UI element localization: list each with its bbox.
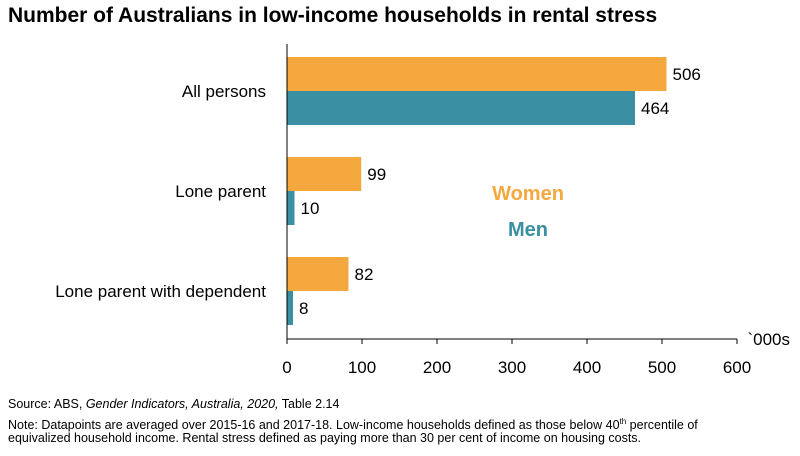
bar-men-1 (287, 191, 295, 225)
category-labels-group: All persons Lone parent Lone parent with d… (55, 82, 266, 301)
x-tick-label-300: 300 (498, 358, 526, 377)
source-suffix: Table 2.14 (278, 397, 340, 411)
category-label-2: Lone parent with dependent (55, 282, 266, 301)
x-tick-label-400: 400 (573, 358, 601, 377)
source-note: Source: ABS, Gender Indicators, Australi… (8, 396, 339, 413)
bar-men-2 (287, 291, 293, 325)
value-label-men-2: 8 (299, 299, 308, 318)
x-tick-label-100: 100 (348, 358, 376, 377)
note-superscript: th (619, 417, 627, 426)
x-tick-label-500: 500 (648, 358, 676, 377)
x-tick-label-600: 600 (723, 358, 751, 377)
source-publication: Gender Indicators, Australia, 2020, (85, 397, 279, 411)
note-line-2: equivalized household income. Rental str… (8, 431, 642, 445)
x-axis-unit-label: `000s (747, 330, 790, 349)
x-tick-label-0: 0 (282, 358, 291, 377)
value-label-women-0: 506 (673, 65, 701, 84)
category-label-0: All persons (182, 82, 266, 101)
bar-men-0 (287, 91, 635, 125)
value-label-men-1: 10 (301, 199, 320, 218)
bars-group (287, 57, 667, 325)
note-text-b: percentile of (626, 418, 698, 433)
note-line-1: Note: Datapoints are averaged over 2015-… (8, 413, 698, 434)
source-prefix: Source: ABS, (8, 397, 86, 411)
note-text-a: Note: Datapoints are averaged over 2015-… (8, 418, 620, 433)
legend-men: Men (508, 219, 548, 241)
legend: Women Men (492, 183, 564, 241)
x-axis: 0 100 200 300 400 500 600 (282, 44, 751, 377)
bar-women-2 (287, 257, 349, 291)
x-tick-label-200: 200 (423, 358, 451, 377)
category-label-1: Lone parent (175, 182, 266, 201)
value-label-women-2: 82 (355, 265, 374, 284)
bar-women-0 (287, 57, 667, 91)
value-label-men-0: 464 (641, 99, 669, 118)
bar-women-1 (287, 157, 362, 191)
legend-women: Women (492, 183, 564, 205)
chart-title: Number of Australians in low-income hous… (8, 4, 658, 27)
value-label-women-1: 99 (367, 165, 386, 184)
